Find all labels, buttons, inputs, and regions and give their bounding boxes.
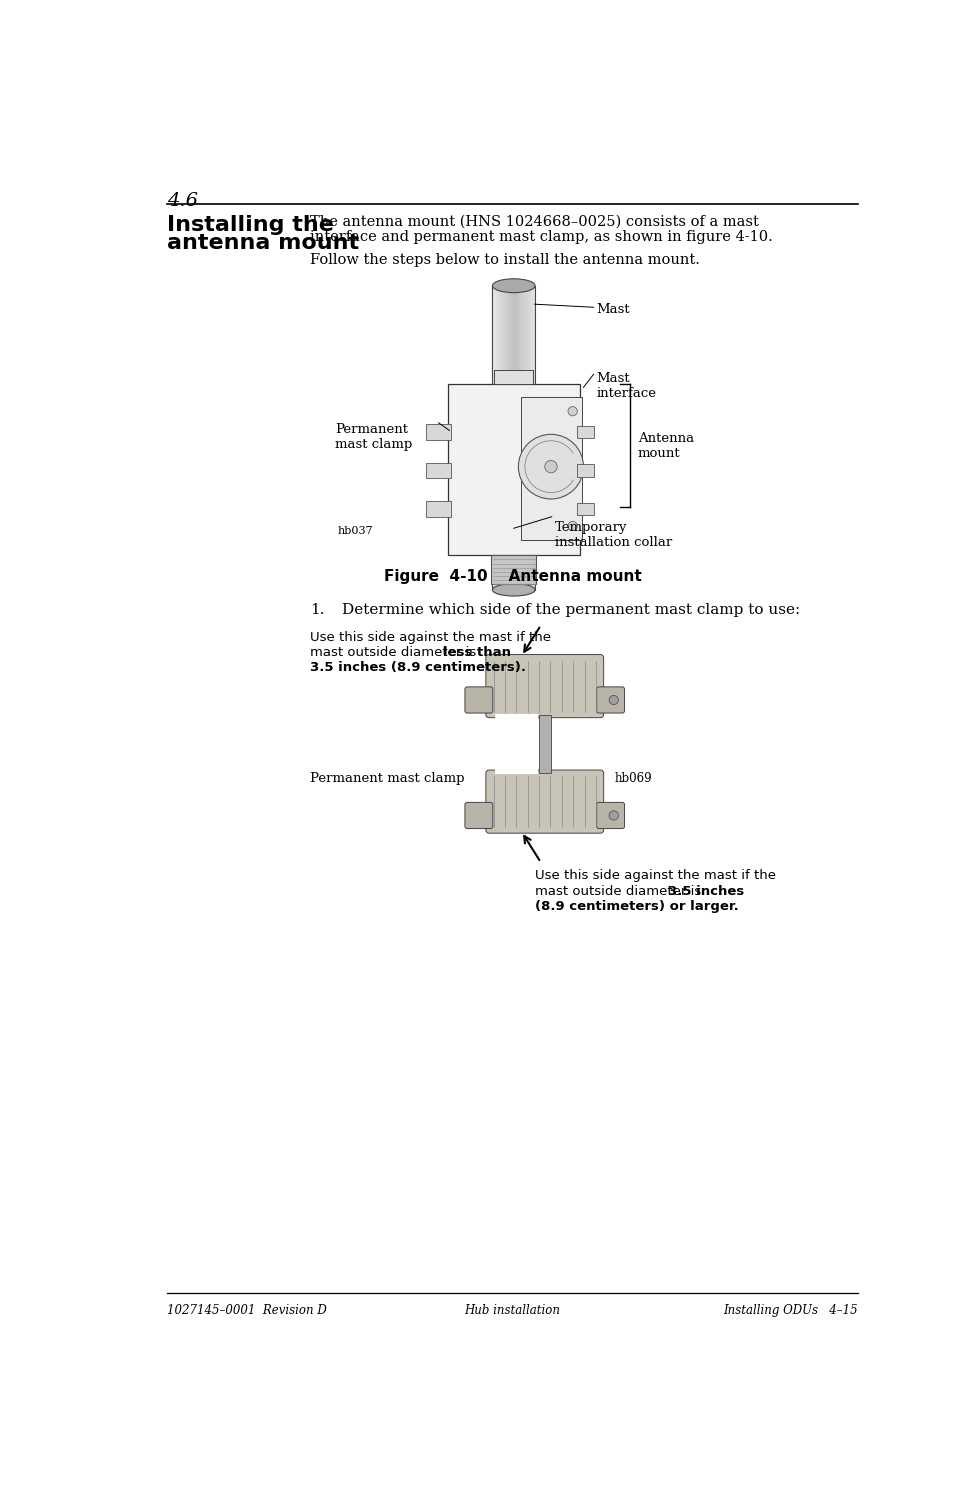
Bar	[509, 286, 511, 390]
Text: hb037: hb037	[337, 526, 373, 536]
Ellipse shape	[492, 584, 535, 596]
Bar	[447, 384, 579, 555]
Bar	[503, 286, 505, 390]
FancyBboxPatch shape	[465, 803, 492, 828]
Bar	[526, 543, 528, 590]
Circle shape	[567, 406, 577, 415]
Text: The antenna mount (HNS 1024668–0025) consists of a mast: The antenna mount (HNS 1024668–0025) con…	[310, 214, 758, 229]
Bar	[494, 543, 496, 590]
Bar	[515, 543, 517, 590]
Text: less than: less than	[443, 646, 511, 660]
Circle shape	[567, 521, 577, 530]
Text: hb069: hb069	[614, 773, 651, 785]
Text: 4.6: 4.6	[167, 192, 199, 210]
Bar	[519, 286, 521, 390]
FancyBboxPatch shape	[596, 686, 624, 713]
Bar	[521, 543, 524, 590]
Ellipse shape	[492, 278, 535, 293]
Bar	[501, 543, 503, 590]
Text: Determine which side of the permanent mast clamp to use:: Determine which side of the permanent ma…	[342, 603, 800, 616]
Bar	[503, 543, 505, 590]
Bar	[517, 286, 519, 390]
Bar	[425, 502, 451, 517]
Bar	[496, 286, 499, 390]
Bar	[492, 286, 535, 390]
Bar	[528, 286, 530, 390]
Bar	[526, 286, 528, 390]
Bar	[513, 286, 515, 390]
Bar	[524, 286, 526, 390]
Bar	[505, 543, 507, 590]
Text: 1027145–0001  Revision D: 1027145–0001 Revision D	[167, 1304, 327, 1316]
Bar	[492, 543, 494, 590]
Bar	[511, 543, 513, 590]
Text: Installing the: Installing the	[167, 214, 333, 235]
Bar	[519, 543, 521, 590]
Text: mast outside diameter is: mast outside diameter is	[310, 646, 480, 660]
Bar	[576, 426, 593, 438]
Bar	[528, 543, 530, 590]
Bar	[509, 543, 511, 590]
Bar	[576, 503, 593, 515]
Bar	[530, 543, 532, 590]
Bar	[499, 286, 501, 390]
Bar	[505, 286, 507, 390]
Text: (8.9 centimeters) or larger.: (8.9 centimeters) or larger.	[534, 901, 737, 913]
Text: mast outside diameter is: mast outside diameter is	[534, 884, 704, 898]
Text: Hub installation: Hub installation	[465, 1304, 560, 1316]
Bar	[524, 543, 526, 590]
Text: Figure  4-10    Antenna mount: Figure 4-10 Antenna mount	[383, 569, 641, 584]
Bar	[532, 286, 535, 390]
Text: Follow the steps below to install the antenna mount.: Follow the steps below to install the an…	[310, 253, 699, 268]
Text: Permanent
mast clamp: Permanent mast clamp	[335, 423, 413, 451]
Text: Antenna
mount: Antenna mount	[637, 432, 693, 460]
Text: Permanent mast clamp: Permanent mast clamp	[310, 773, 464, 785]
Text: interface and permanent mast clamp, as shown in figure 4-10.: interface and permanent mast clamp, as s…	[310, 231, 772, 244]
Text: 3.5 inches (8.9 centimeters).: 3.5 inches (8.9 centimeters).	[310, 661, 525, 675]
Bar	[517, 543, 519, 590]
Bar	[507, 543, 509, 590]
Bar	[494, 286, 496, 390]
Bar	[576, 465, 593, 476]
Text: 3.5 inches: 3.5 inches	[667, 884, 743, 898]
FancyBboxPatch shape	[485, 655, 603, 718]
FancyBboxPatch shape	[465, 686, 492, 713]
Bar	[494, 371, 533, 384]
Text: Temporary
installation collar: Temporary installation collar	[555, 521, 671, 548]
Circle shape	[518, 435, 583, 499]
Circle shape	[608, 695, 618, 704]
Text: Use this side against the mast if the: Use this side against the mast if the	[310, 631, 551, 643]
Bar	[492, 286, 494, 390]
Bar	[521, 286, 524, 390]
Bar	[538, 715, 551, 773]
Bar	[515, 286, 517, 390]
Bar	[511, 286, 513, 390]
Bar	[530, 286, 532, 390]
Circle shape	[544, 460, 556, 474]
Text: Mast: Mast	[596, 302, 630, 316]
Bar	[521, 398, 581, 541]
Bar	[492, 543, 535, 590]
Text: 1.: 1.	[310, 603, 324, 616]
Text: Mast
interface: Mast interface	[596, 372, 656, 401]
FancyBboxPatch shape	[596, 803, 624, 828]
Text: Installing ODUs   4–15: Installing ODUs 4–15	[723, 1304, 857, 1316]
Bar	[501, 286, 503, 390]
Bar	[425, 463, 451, 478]
Bar	[532, 543, 535, 590]
Text: antenna mount: antenna mount	[167, 234, 359, 253]
Bar	[425, 424, 451, 439]
Text: Use this side against the mast if the: Use this side against the mast if the	[534, 870, 775, 883]
Bar	[513, 543, 515, 590]
Bar	[499, 543, 501, 590]
FancyBboxPatch shape	[485, 770, 603, 834]
Bar	[495, 713, 537, 774]
Circle shape	[608, 812, 618, 820]
Bar	[491, 555, 536, 585]
Bar	[496, 543, 499, 590]
Bar	[507, 286, 509, 390]
